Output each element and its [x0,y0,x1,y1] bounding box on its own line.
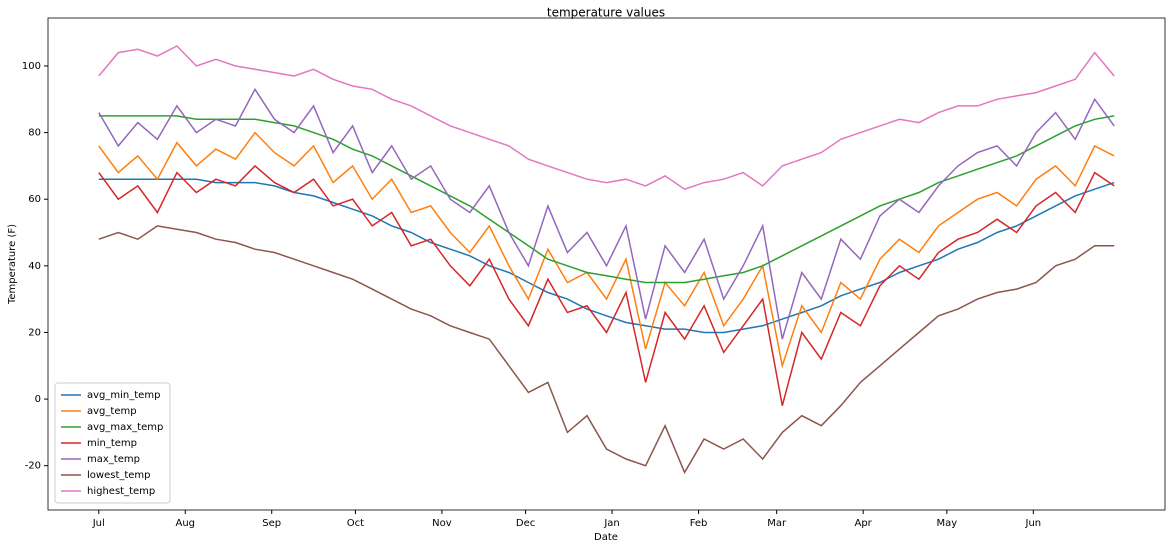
y-tick-label: 80 [28,128,41,139]
legend-box [54,382,171,504]
legend-label: min_temp [87,438,137,449]
y-tick-label: -20 [25,461,41,472]
series-line [98,178,1115,334]
x-tick-label: May [937,518,958,529]
y-axis-label: Temperature (F) [7,224,18,305]
x-tick-label: Apr [854,518,872,529]
x-tick-label: Aug [175,518,195,529]
legend-label: avg_temp [87,406,137,417]
y-tick-label: 40 [28,261,41,272]
legend-label: lowest_temp [87,470,151,481]
series-line [98,225,1115,475]
x-tick-label: Oct [347,518,364,529]
x-axis-label: Date [594,532,618,543]
x-tick-label: Dec [516,518,535,529]
y-tick-label: 20 [28,327,41,338]
x-tick-label: Nov [432,518,452,529]
x-tick-label: Sep [262,518,281,529]
x-tick-label: Mar [767,518,787,529]
chart-title: temperature values [547,6,665,20]
series-line [98,164,1115,406]
x-tick-label: Feb [690,518,708,529]
y-tick-label: 60 [28,194,41,205]
x-tick-label: Jun [1025,518,1042,529]
series-line [98,87,1115,340]
x-tick-label: Jul [92,518,105,529]
x-tick-label: Jan [603,518,619,529]
legend-label: avg_max_temp [87,422,163,433]
legend-label: avg_min_temp [87,390,160,401]
plot-frame [47,17,1166,511]
series-line [98,131,1115,369]
series-line [98,45,1115,191]
legend-label: max_temp [87,454,140,465]
legend-label: highest_temp [87,486,155,497]
y-tick-label: 100 [22,61,41,72]
series-line [98,115,1115,284]
y-tick-label: 0 [35,394,41,405]
